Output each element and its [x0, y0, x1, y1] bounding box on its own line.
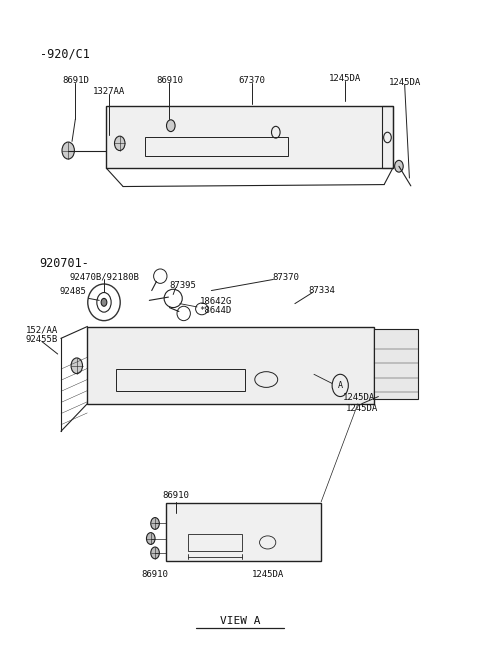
Text: 87334: 87334 — [309, 286, 336, 295]
Circle shape — [146, 533, 155, 545]
Text: 92470B/92180B: 92470B/92180B — [69, 273, 139, 282]
Text: 8691D: 8691D — [62, 76, 89, 85]
Bar — [87, 327, 373, 404]
Text: 1245DA: 1245DA — [343, 393, 375, 402]
Text: 920701-: 920701- — [39, 257, 89, 269]
Bar — [144, 137, 288, 156]
Circle shape — [395, 160, 403, 172]
Bar — [116, 369, 245, 391]
Bar — [373, 329, 418, 399]
Text: 92455B: 92455B — [26, 335, 58, 344]
Text: A: A — [338, 381, 343, 390]
Bar — [166, 503, 321, 560]
Text: 152/AA: 152/AA — [26, 325, 58, 334]
Text: 92485: 92485 — [60, 287, 86, 296]
Text: 1245DA: 1245DA — [346, 404, 378, 413]
Text: 86910: 86910 — [156, 76, 183, 85]
Circle shape — [62, 142, 74, 159]
Text: *8644D: *8644D — [199, 306, 232, 315]
Text: 1245DA: 1245DA — [388, 78, 421, 87]
Text: 87395: 87395 — [169, 281, 196, 290]
Text: 87370: 87370 — [272, 273, 299, 282]
Bar — [188, 534, 242, 551]
Text: -920/C1: -920/C1 — [39, 47, 89, 60]
Text: 67370: 67370 — [239, 76, 265, 85]
Circle shape — [151, 518, 159, 530]
Text: 1327AA: 1327AA — [93, 87, 125, 96]
Text: VIEW A: VIEW A — [220, 616, 260, 626]
Text: 1245DA: 1245DA — [329, 74, 361, 83]
Bar — [382, 106, 393, 168]
Text: 86910: 86910 — [142, 570, 168, 579]
Text: 86910: 86910 — [162, 491, 189, 500]
Circle shape — [71, 358, 83, 374]
Circle shape — [167, 120, 175, 131]
Circle shape — [115, 136, 125, 150]
Circle shape — [101, 298, 107, 306]
Bar — [107, 106, 393, 168]
Circle shape — [151, 547, 159, 559]
Text: 1245DA: 1245DA — [252, 570, 284, 579]
Text: 18642G: 18642G — [199, 296, 232, 306]
